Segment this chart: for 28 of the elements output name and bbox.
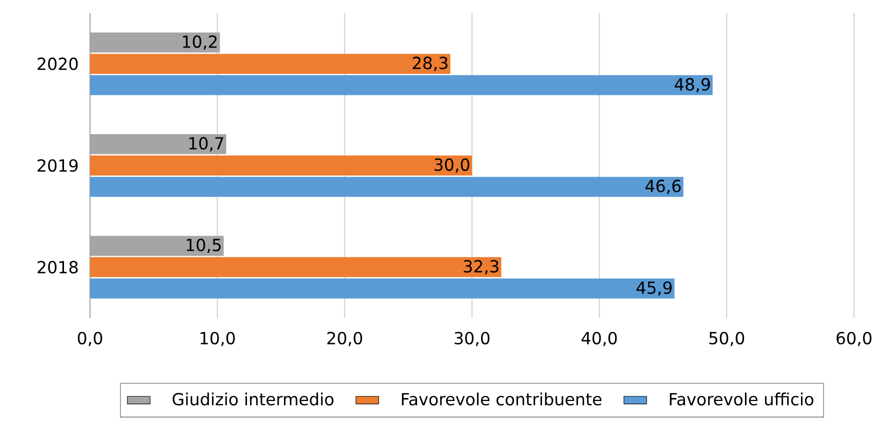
- y-tick-label: 2020: [38, 58, 78, 70]
- data-label: 46,6: [645, 180, 681, 194]
- x-tick-label: 40,0: [582, 332, 617, 346]
- legend-label: Giudizio intermedio: [172, 392, 334, 406]
- bar: [90, 156, 472, 176]
- legend-label: Favorevole contribuente: [402, 392, 602, 406]
- legend-label: Favorevole ufficio: [670, 392, 814, 406]
- x-tick-label: 0,0: [78, 332, 102, 346]
- bar: [90, 257, 502, 278]
- x-tick-label: 60,0: [836, 332, 872, 346]
- data-label: 10,2: [183, 35, 217, 50]
- x-tick-label: 20,0: [327, 332, 362, 346]
- data-label: 10,7: [189, 137, 224, 152]
- y-tick-label: 2018: [38, 260, 78, 274]
- data-label: 30,0: [434, 158, 470, 173]
- bar: [90, 278, 674, 299]
- x-tick-label: 10,0: [200, 332, 235, 346]
- bar: [90, 75, 713, 96]
- x-tick-label: 30,0: [454, 332, 490, 346]
- data-label: 28,3: [412, 56, 448, 71]
- data-label: 10,5: [186, 238, 221, 253]
- x-tick-label: 50,0: [709, 332, 744, 346]
- data-label: 48,9: [674, 78, 710, 92]
- data-label: 45,9: [636, 281, 672, 296]
- data-label: 32,3: [464, 260, 498, 274]
- bar: [90, 176, 684, 197]
- y-tick-label: 2019: [38, 159, 78, 172]
- bar: [90, 54, 450, 74]
